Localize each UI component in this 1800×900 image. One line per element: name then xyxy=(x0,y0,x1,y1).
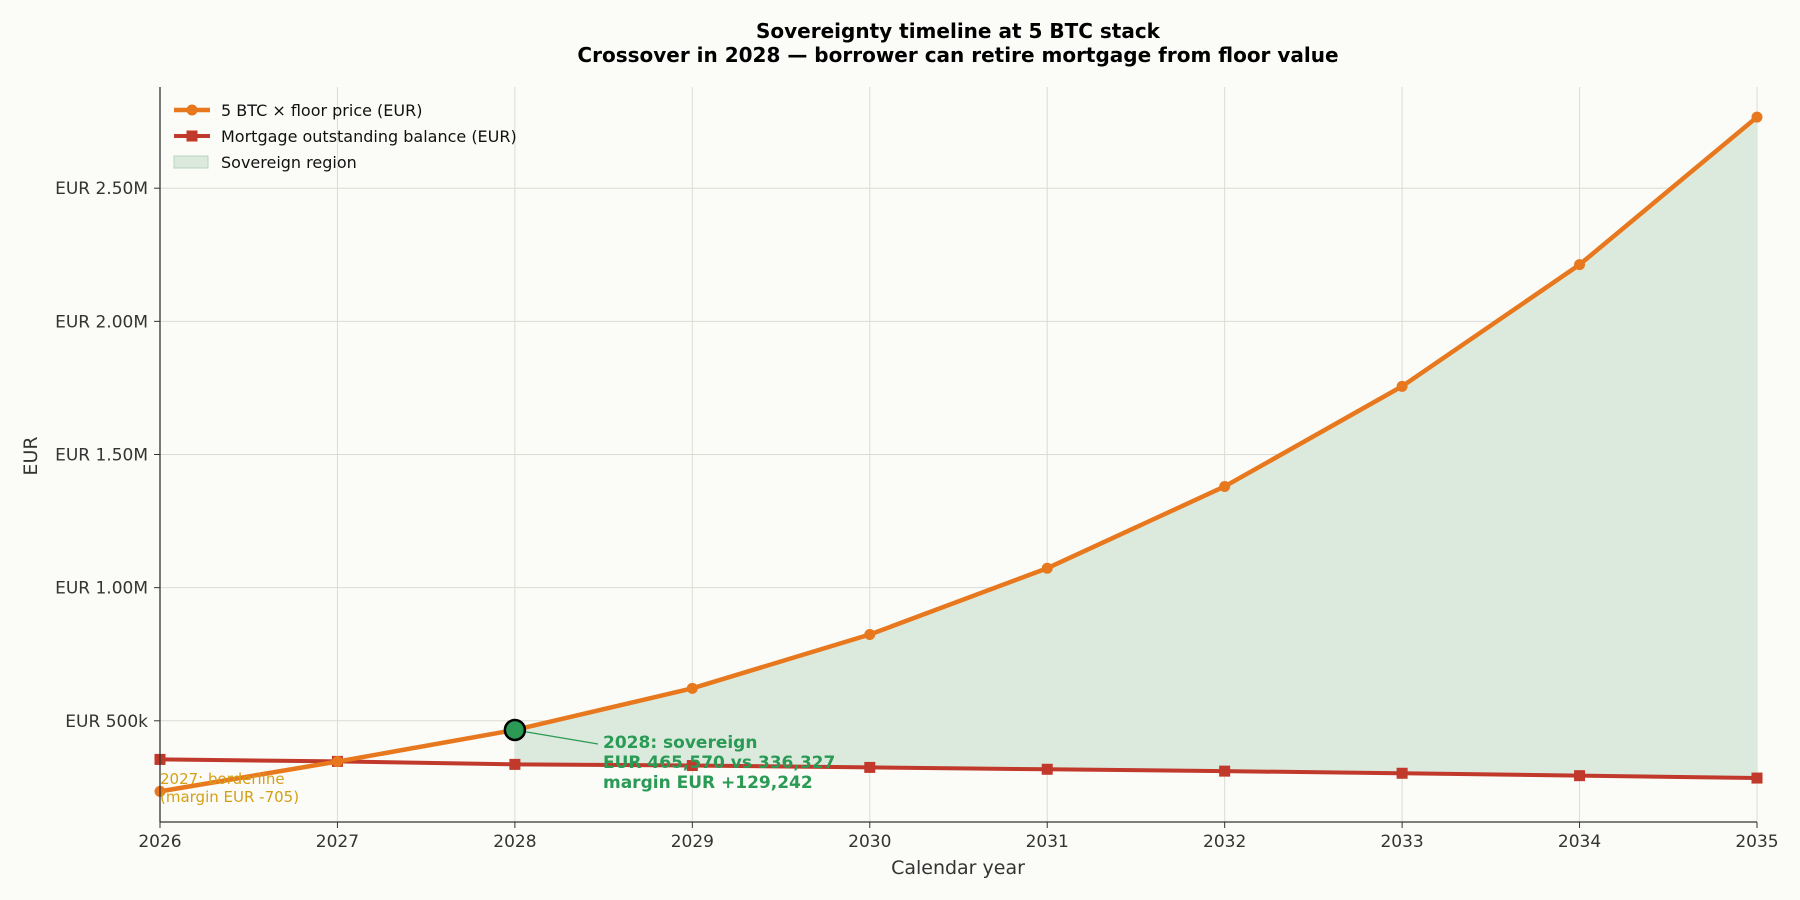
y-tick-label: EUR 1.50M xyxy=(55,446,148,466)
borderline-annotation-line: (margin EUR -705) xyxy=(160,788,299,806)
series-layer xyxy=(154,111,1763,797)
mortgage-balance-point xyxy=(1219,765,1231,777)
x-tick-label: 2028 xyxy=(493,832,536,852)
y-tick-label: EUR 2.50M xyxy=(55,179,148,199)
mortgage-balance-point xyxy=(1574,770,1586,782)
crossover-annotation-line: EUR 465,570 vs 336,327 xyxy=(603,753,835,773)
x-tick-label: 2032 xyxy=(1203,832,1246,852)
btc-floor-point xyxy=(1574,259,1586,271)
mortgage-balance-line xyxy=(159,757,1758,781)
crossover-marker xyxy=(503,718,527,742)
y-tick-label: EUR 1.00M xyxy=(55,579,148,599)
y-axis-label: EUR xyxy=(20,436,42,475)
borderline-annotation-line: 2027: borderline xyxy=(160,770,285,788)
mortgage-balance-point xyxy=(1041,763,1053,775)
legend-mortgage-swatch-marker xyxy=(186,130,198,142)
x-tick-label: 2030 xyxy=(848,832,891,852)
x-tick-label: 2031 xyxy=(1026,832,1069,852)
y-tick-label: EUR 500k xyxy=(65,712,148,732)
y-tick-label: EUR 2.00M xyxy=(55,312,148,332)
legend-btc-swatch-marker xyxy=(186,104,198,116)
x-tick-label: 2033 xyxy=(1380,832,1423,852)
btc-floor-point xyxy=(1041,562,1053,574)
crossover-annotation-line: margin EUR +129,242 xyxy=(603,773,813,793)
sovereign-region-fill xyxy=(514,117,1757,779)
btc-floor-point xyxy=(1396,380,1408,392)
legend-region-swatch xyxy=(173,155,209,169)
btc-floor-point xyxy=(331,756,343,768)
legend-mortgage-label: Mortgage outstanding balance (EUR) xyxy=(221,127,517,146)
btc-floor-point xyxy=(1751,111,1763,123)
chart-subtitle: Crossover in 2028 — borrower can retire … xyxy=(577,43,1338,67)
btc-floor-point xyxy=(686,682,698,694)
x-tick-label: 2026 xyxy=(138,832,181,852)
mortgage-balance-point xyxy=(1396,767,1408,779)
btc-floor-point xyxy=(1219,480,1231,492)
mortgage-balance-point xyxy=(509,758,521,770)
x-tick-label: 2029 xyxy=(671,832,714,852)
ticks: 2026 2027 2028 2029 2030 2031 2032 2033 2034 2035… xyxy=(55,179,1779,852)
crossover-leader-line xyxy=(514,729,599,745)
legend-btc-label: 5 BTC × floor price (EUR) xyxy=(221,101,422,120)
x-tick-label: 2035 xyxy=(1735,832,1778,852)
chart-title: Sovereignty timeline at 5 BTC stack xyxy=(756,19,1161,43)
x-axis-label: Calendar year xyxy=(891,857,1025,879)
x-tick-label: 2034 xyxy=(1558,832,1601,852)
mortgage-balance-point xyxy=(1751,772,1763,784)
legend-region-label: Sovereign region xyxy=(221,153,357,172)
mortgage-balance-point xyxy=(864,761,876,773)
crossover-annotation-line: 2028: sovereign xyxy=(603,733,757,753)
mortgage-balance-point xyxy=(686,760,698,772)
btc-floor-point xyxy=(864,629,876,641)
btc-floor-line xyxy=(159,115,1759,794)
x-tick-label: 2027 xyxy=(316,832,359,852)
legend: 5 BTC × floor price (EUR) Mortgage outsta… xyxy=(173,101,517,172)
